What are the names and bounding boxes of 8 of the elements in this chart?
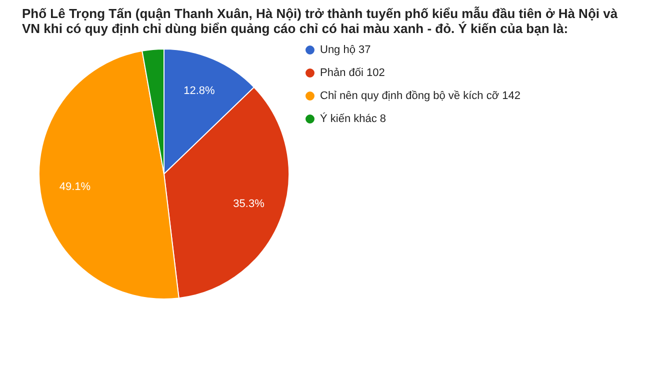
legend-label: Phản đối 102	[320, 67, 385, 79]
data-label: 12.8%	[184, 85, 216, 98]
data-label: 49.1%	[59, 181, 91, 194]
chart-title: Phố Lê Trọng Tấn (quận Thanh Xuân, Hà Nội) trở thành tuyến phố kiểu mẫu đầu tiên ở Hà Nội và VN khi có quy định chỉ dùng biển quảng cáo chỉ có hai màu xanh - đỏ. Ý kiến của bạn là:	[22, 6, 618, 36]
data-label: 35.3%	[233, 198, 265, 210]
legend-label: Chỉ nên quy định đồng bộ về kích cỡ 142	[320, 90, 520, 102]
legend-label: Ung hộ 37	[320, 44, 371, 56]
legend-label: Ý kiến khác 8	[320, 112, 386, 125]
